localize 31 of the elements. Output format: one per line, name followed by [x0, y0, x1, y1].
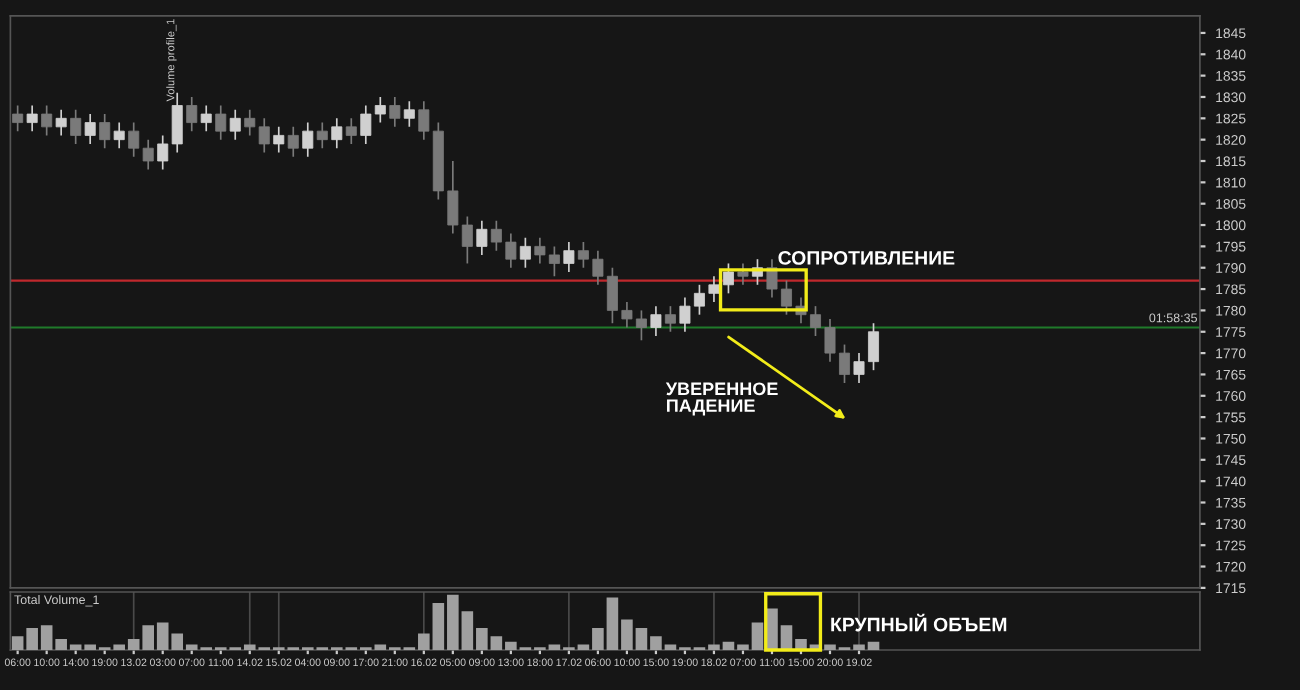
candlestick	[563, 241, 575, 273]
candlestick	[84, 113, 96, 145]
candlestick	[331, 117, 343, 150]
candlestick	[389, 96, 401, 128]
candlestick	[12, 104, 24, 132]
candlestick	[273, 126, 285, 154]
candlestick	[302, 121, 314, 158]
annotation: УВЕРЕННОЕ ПАДЕНИЕ	[665, 382, 778, 416]
candlestick	[664, 305, 676, 333]
candlestick	[200, 104, 212, 132]
candlestick	[519, 237, 531, 269]
candlestick	[287, 126, 299, 158]
candlestick	[229, 108, 241, 141]
candlestick	[722, 262, 734, 295]
candlestick	[345, 117, 357, 145]
candlestick	[41, 104, 53, 137]
candlestick	[70, 108, 82, 145]
candlestick	[113, 121, 125, 150]
annotation: КРУПНЫЙ ОБЪЕМ	[831, 613, 1007, 632]
candlestick	[650, 305, 662, 337]
candlestick	[55, 108, 67, 137]
candlestick	[244, 108, 256, 137]
candlestick	[316, 121, 328, 150]
candlestick	[99, 113, 111, 150]
annotation: СОПРОТИВЛЕНИЕ	[778, 251, 955, 265]
candlestick	[476, 219, 488, 256]
candlestick	[215, 104, 227, 141]
candlestick	[186, 96, 198, 132]
candlestick	[258, 117, 270, 154]
candlestick	[26, 104, 38, 132]
candlestick	[403, 100, 415, 128]
